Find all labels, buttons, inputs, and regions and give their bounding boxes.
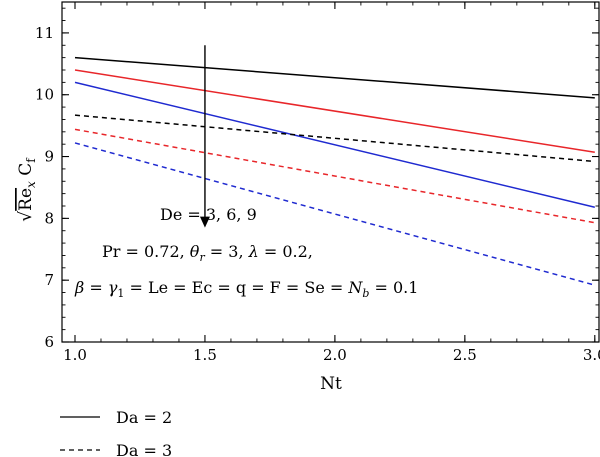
series-line-da-3-5 [74, 142, 595, 286]
y-tick-label: 6 [44, 333, 54, 351]
x-tick-label: 2.0 [323, 346, 347, 364]
y-tick-label: 10 [35, 86, 54, 104]
x-tick-label: 2.5 [453, 346, 477, 364]
series-line-da-2-0 [74, 56, 595, 99]
legend: Da = 2 Da = 3 [60, 408, 172, 457]
y-tick-label: 9 [44, 148, 54, 166]
series-layer [74, 56, 595, 286]
params-annotation-line-2: β = γ1 = Le = Ec = q = F = Se = Nb = 0.1 [74, 278, 418, 300]
svg-text:Pr = 0.72, θr = 3, λ = 0.2,: Pr = 0.72, θr = 3, λ = 0.2, [102, 242, 313, 264]
plot-frame [61, 1, 600, 343]
arrow-layer [199, 45, 210, 228]
tick-layer: 1.0 1.5 2.0 2.5 3.0 6 7 8 9 10 11 [35, 2, 600, 364]
series-line-da-3-3 [74, 114, 595, 163]
arrow-head [199, 216, 210, 228]
x-axis-label: Nt [320, 374, 342, 394]
series-line-da-2-1 [74, 69, 595, 153]
de-annotation: De = 3, 6, 9 [160, 205, 257, 224]
series-line-da-3-4 [74, 128, 595, 224]
y-tick-label: 11 [35, 24, 54, 42]
legend-label-da-2: Da = 2 [116, 408, 172, 427]
svg-text:β = γ1 = Le = Ec = q = F = Se: β = γ1 = Le = Ec = q = F = Se = Nb = 0.1 [74, 278, 418, 300]
y-tick-label: 8 [44, 209, 54, 227]
params-annotation-line-1: Pr = 0.72, θr = 3, λ = 0.2, [102, 242, 313, 264]
y-axis-label: √Rex Cf [16, 157, 38, 222]
series-line-da-2-2 [74, 81, 595, 208]
legend-label-da-3: Da = 3 [116, 441, 172, 457]
x-tick-label: 1.5 [193, 346, 217, 364]
x-tick-label: 1.0 [63, 346, 87, 364]
x-tick-label: 3.0 [583, 346, 600, 364]
y-tick-label: 7 [44, 271, 54, 289]
svg-text:√Rex Cf: √Rex Cf [16, 157, 38, 222]
